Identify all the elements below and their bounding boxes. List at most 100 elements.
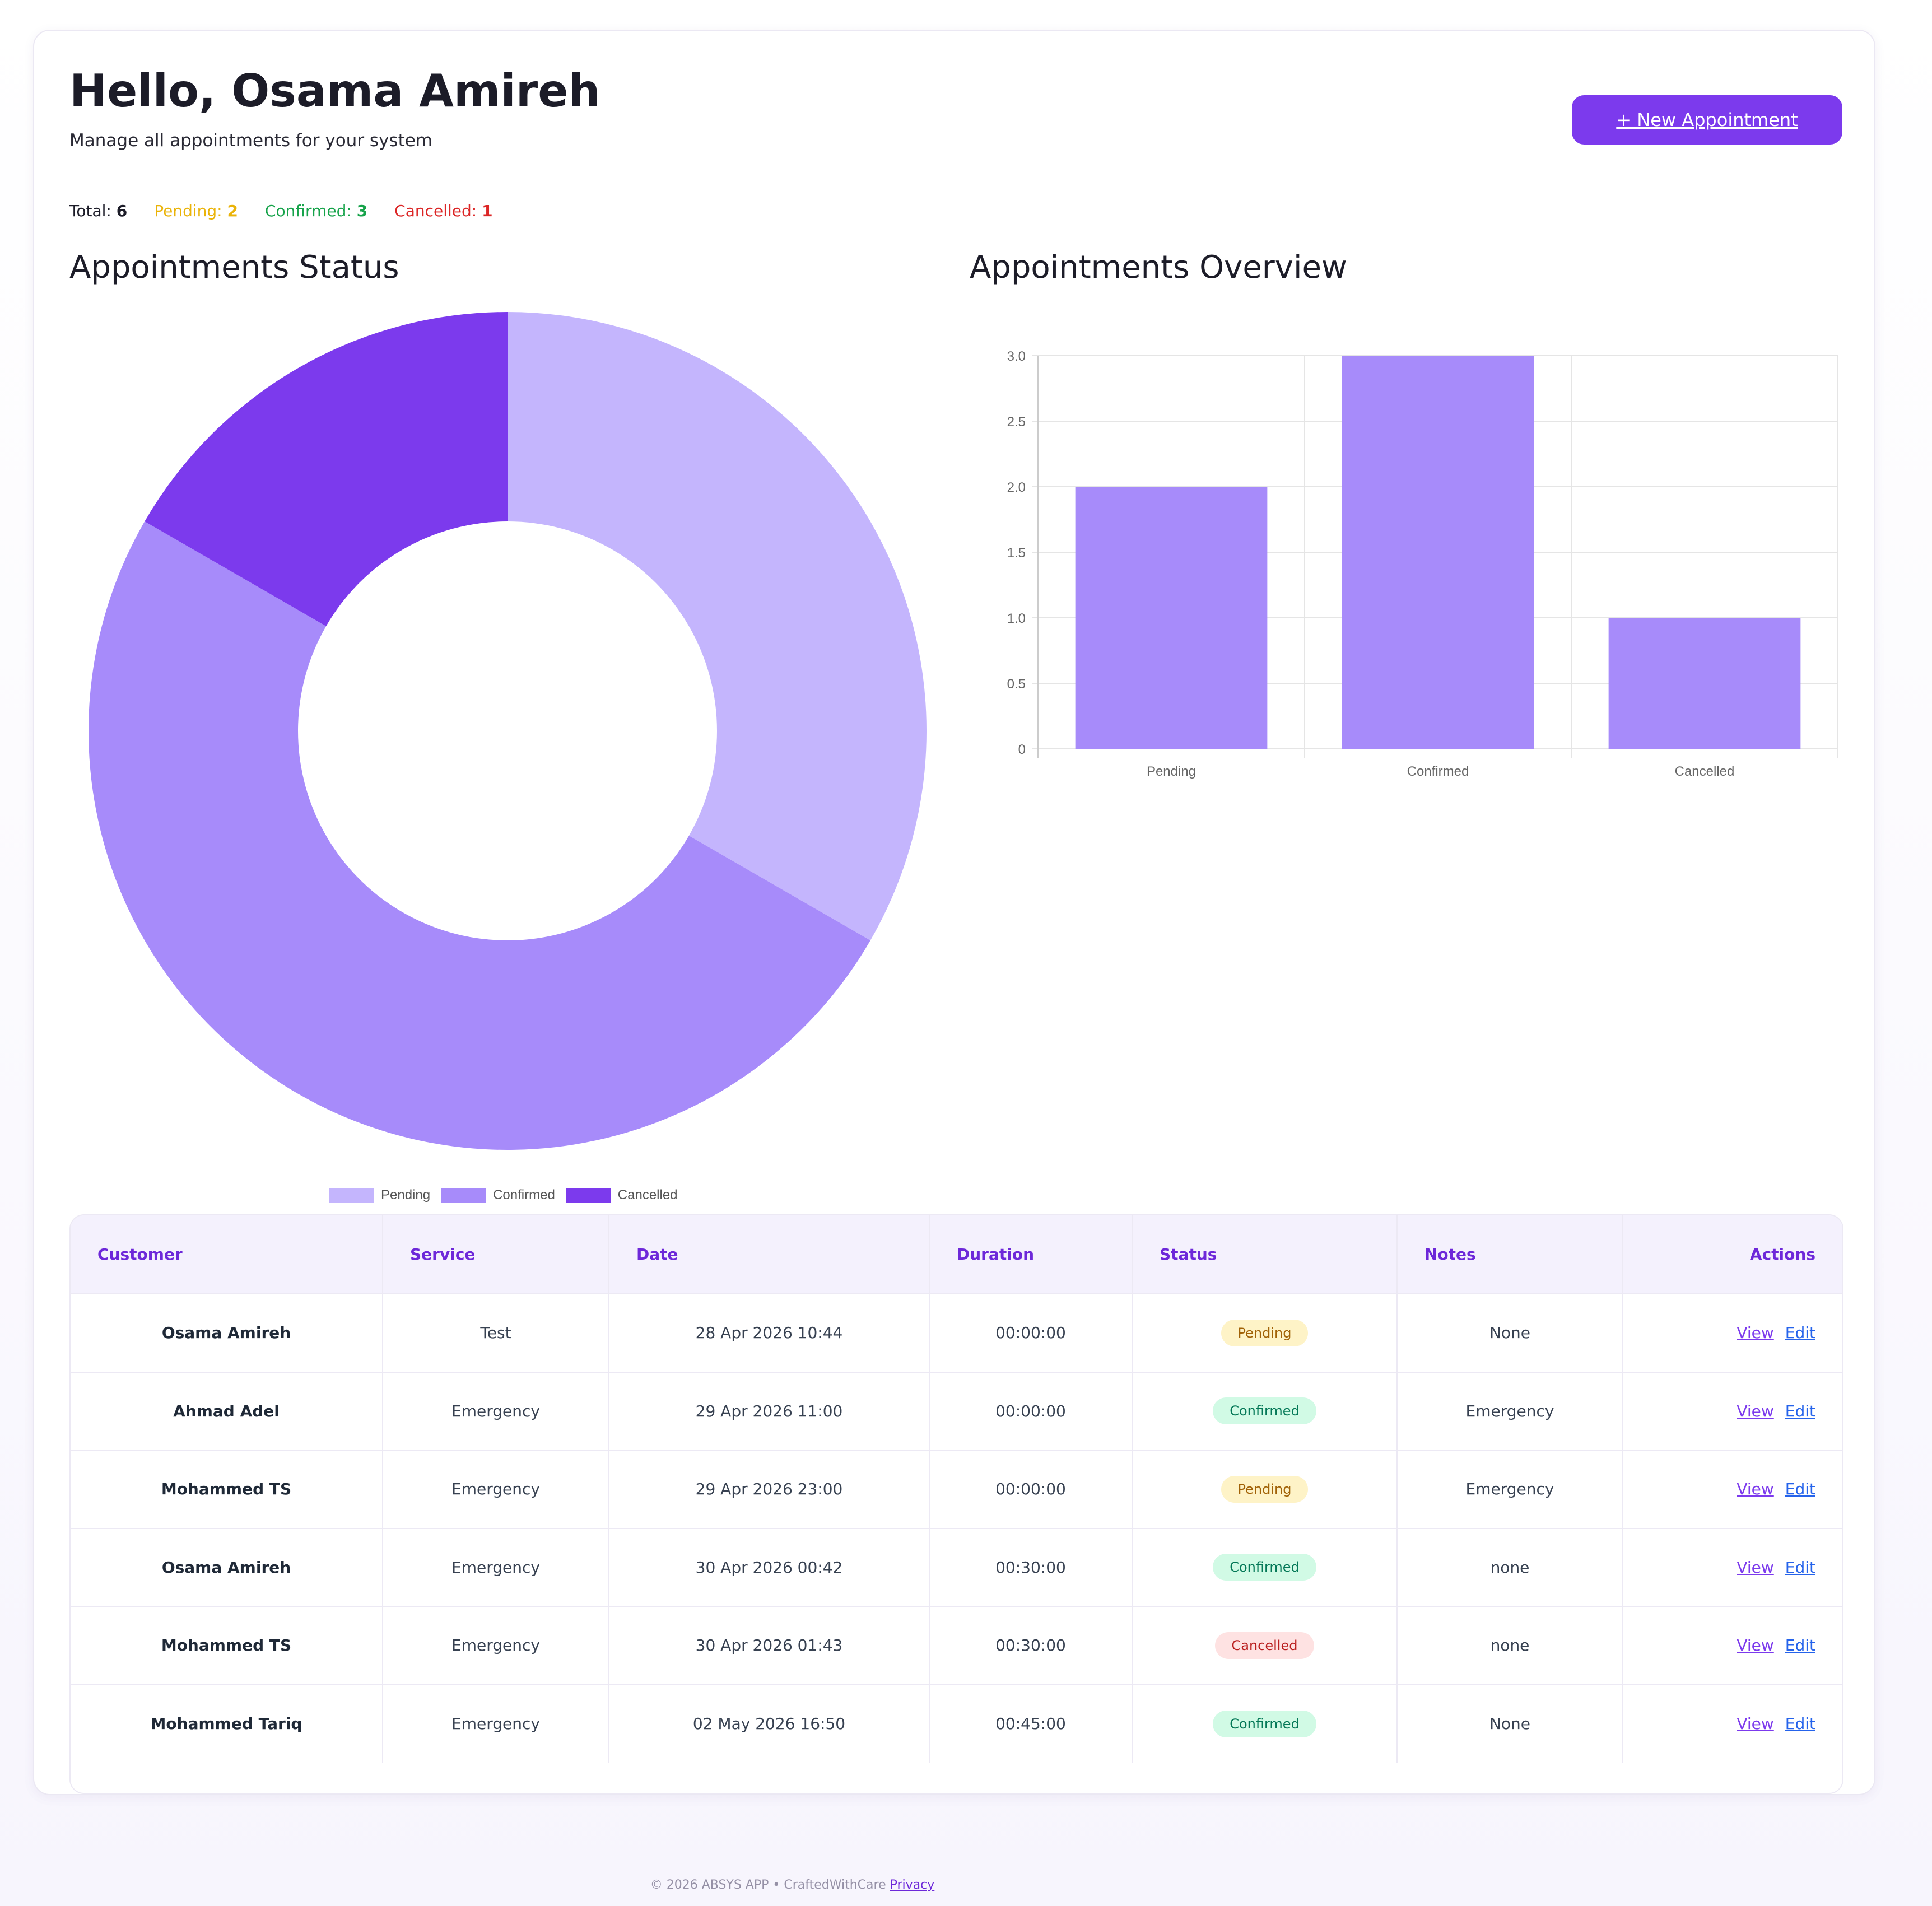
legend-item-pending[interactable]: Pending	[329, 1187, 430, 1203]
column-header-actions[interactable]: Actions	[1749, 1245, 1815, 1264]
view-link[interactable]: View	[1737, 1324, 1774, 1343]
donut-slice-confirmed[interactable]	[89, 521, 870, 1150]
view-link[interactable]: View	[1737, 1714, 1774, 1733]
notes-cell: None	[1397, 1684, 1623, 1763]
x-tick-label: Pending	[1147, 764, 1196, 779]
date-cell: 30 Apr 2026 00:42	[609, 1528, 930, 1606]
date-cell: 29 Apr 2026 23:00	[609, 1450, 930, 1528]
stat-cancelled-label: Cancelled:	[394, 202, 477, 220]
date-cell: 02 May 2026 16:50	[609, 1684, 930, 1763]
table-row: Mohammed TS Emergency 30 Apr 2026 01:43 00:…	[71, 1606, 1842, 1685]
status-cell: Confirmed	[1132, 1684, 1398, 1763]
customer-cell: Mohammed TS	[71, 1606, 383, 1685]
table-row: Mohammed TS Emergency 29 Apr 2026 23:00 00:…	[71, 1450, 1842, 1528]
table-row: Osama Amireh Emergency 30 Apr 2026 00:42 00…	[71, 1528, 1842, 1607]
status-badge: Pending	[1221, 1475, 1309, 1503]
stat-total: Total: 6	[69, 202, 127, 220]
status-chart-legend: Pending Confirmed Cancelled	[329, 1187, 678, 1203]
column-header-customer[interactable]: Customer	[71, 1215, 383, 1294]
bar-pending[interactable]	[1075, 487, 1268, 749]
stat-total-value: 6	[116, 202, 128, 220]
actions-cell: View Edit	[1623, 1528, 1842, 1607]
column-header-notes[interactable]: Notes	[1397, 1215, 1623, 1294]
bar-cancelled[interactable]	[1608, 618, 1801, 749]
legend-item-cancelled[interactable]: Cancelled	[566, 1187, 678, 1203]
stats-bar: Total: 6 Pending: 2 Confirmed: 3 Cancell…	[69, 202, 493, 220]
duration-cell: 00:30:00	[929, 1528, 1133, 1606]
edit-link[interactable]: Edit	[1785, 1480, 1815, 1499]
new-appointment-button[interactable]: + New Appointment	[1572, 95, 1842, 145]
column-header-status[interactable]: Status	[1132, 1215, 1398, 1294]
edit-link[interactable]: Edit	[1785, 1714, 1815, 1733]
stat-confirmed-label: Confirmed:	[264, 202, 352, 220]
view-link[interactable]: View	[1737, 1480, 1774, 1499]
duration-cell: 00:30:00	[929, 1606, 1133, 1685]
column-header-duration[interactable]: Duration	[929, 1215, 1133, 1294]
status-cell: Cancelled	[1132, 1606, 1398, 1685]
status-cell: Pending	[1132, 1450, 1398, 1528]
bar-confirmed[interactable]	[1342, 356, 1534, 749]
status-badge: Cancelled	[1214, 1632, 1315, 1659]
table-row: Mohammed Tariq Emergency 02 May 2026 16:50…	[71, 1684, 1842, 1763]
y-tick-label: 0.5	[1007, 677, 1026, 692]
legend-item-confirmed[interactable]: Confirmed	[441, 1187, 555, 1203]
notes-cell: Emergency	[1397, 1450, 1623, 1528]
status-badge: Pending	[1221, 1319, 1309, 1346]
x-tick-label: Confirmed	[1407, 764, 1469, 779]
legend-swatch	[329, 1188, 374, 1203]
edit-link[interactable]: Edit	[1785, 1558, 1815, 1577]
notes-cell: Emergency	[1397, 1372, 1623, 1450]
view-link[interactable]: View	[1737, 1401, 1774, 1420]
duration-cell: 00:00:00	[929, 1450, 1133, 1528]
actions-cell: View Edit	[1623, 1685, 1842, 1763]
customer-cell: Mohammed Tariq	[71, 1684, 383, 1763]
edit-link[interactable]: Edit	[1785, 1636, 1815, 1655]
date-cell: 28 Apr 2026 10:44	[609, 1294, 930, 1372]
duration-cell: 00:45:00	[929, 1684, 1133, 1763]
legend-swatch	[441, 1188, 487, 1203]
table-body: Osama Amireh Test 28 Apr 2026 10:44 00:00:0…	[71, 1294, 1842, 1763]
overview-bar-chart: 0 0.5 1.0 1.5 2.0 2.5 3.0 Pending Confirmed Cance…	[1007, 349, 1838, 779]
legend-label: Cancelled	[617, 1187, 678, 1203]
view-link[interactable]: View	[1737, 1636, 1774, 1655]
status-chart-title: Appointments Status	[69, 249, 399, 286]
y-tick-label: 0	[1018, 742, 1026, 757]
date-cell: 29 Apr 2026 11:00	[609, 1372, 930, 1450]
column-header-service[interactable]: Service	[383, 1215, 609, 1294]
edit-link[interactable]: Edit	[1785, 1324, 1815, 1343]
notes-cell: none	[1397, 1606, 1623, 1685]
privacy-link[interactable]: Privacy	[890, 1878, 935, 1892]
date-cell: 30 Apr 2026 01:43	[609, 1606, 930, 1685]
footer-text: © 2026 ABSYS APP • CraftedWithCare	[650, 1878, 886, 1892]
actions-cell: View Edit	[1623, 1450, 1842, 1528]
status-cell: Pending	[1132, 1294, 1398, 1372]
stat-confirmed-value: 3	[356, 202, 368, 220]
stat-pending: Pending: 2	[154, 202, 238, 220]
legend-swatch	[566, 1188, 611, 1203]
donut-slice-cancelled[interactable]	[145, 312, 508, 626]
donut-slice-pending[interactable]	[508, 312, 927, 940]
status-badge: Confirmed	[1213, 1397, 1316, 1425]
customer-cell: Osama Amireh	[71, 1528, 383, 1606]
table-row: Ahmad Adel Emergency 29 Apr 2026 11:00 00:0…	[71, 1372, 1842, 1450]
y-tick-label: 1.5	[1007, 546, 1026, 561]
dashboard-card: Hello, Osama Amireh Manage all appointme…	[33, 30, 1875, 1795]
page-title: Hello, Osama Amireh	[69, 65, 600, 117]
customer-cell: Osama Amireh	[71, 1294, 383, 1372]
actions-cell: View Edit	[1623, 1606, 1842, 1685]
y-tick-label: 2.0	[1007, 480, 1026, 495]
notes-cell: none	[1397, 1528, 1623, 1606]
view-link[interactable]: View	[1737, 1558, 1774, 1577]
stat-cancelled-value: 1	[482, 202, 493, 220]
legend-label: Pending	[381, 1187, 431, 1203]
page-subtitle: Manage all appointments for your system	[69, 131, 432, 151]
service-cell: Test	[383, 1294, 609, 1372]
stat-confirmed: Confirmed: 3	[265, 202, 367, 220]
column-header-date[interactable]: Date	[609, 1215, 930, 1294]
status-badge: Confirmed	[1213, 1710, 1316, 1737]
stat-pending-label: Pending:	[154, 202, 222, 220]
service-cell: Emergency	[383, 1606, 609, 1685]
legend-label: Confirmed	[493, 1187, 555, 1203]
service-cell: Emergency	[383, 1450, 609, 1528]
edit-link[interactable]: Edit	[1785, 1401, 1815, 1420]
